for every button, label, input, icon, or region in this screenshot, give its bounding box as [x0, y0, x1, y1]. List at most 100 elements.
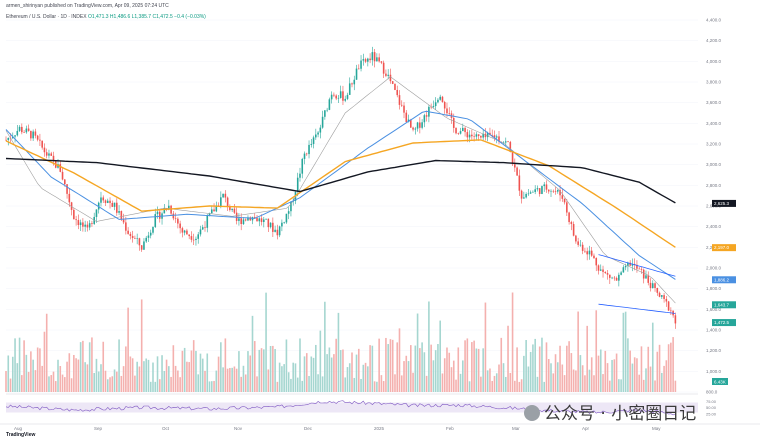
candle-body: [441, 96, 444, 103]
volume-bar: [281, 366, 283, 392]
volume-bar: [199, 353, 202, 392]
volume-bar: [514, 380, 516, 392]
volume-bar: [186, 361, 188, 392]
candle-body: [391, 81, 394, 84]
volume-bar: [197, 374, 200, 392]
candle-body: [328, 99, 331, 110]
candle-body: [400, 104, 403, 106]
volume-bar: [658, 344, 661, 392]
volume-bar: [161, 355, 163, 392]
candle-body: [624, 265, 627, 268]
candle-body: [382, 62, 385, 74]
volume-bar: [260, 348, 263, 392]
candle-body: [491, 134, 494, 136]
volume-bar: [511, 292, 514, 392]
volume-bar: [276, 381, 279, 392]
volume-bar: [353, 377, 356, 392]
candle-body: [647, 275, 650, 283]
volume-bar: [181, 350, 184, 392]
candle-body: [547, 189, 550, 192]
candle-body: [231, 208, 233, 211]
candle-body: [258, 218, 261, 222]
rsi-line: [5, 400, 676, 416]
price-axis-label: 2,400.0: [706, 224, 722, 229]
volume-bar: [382, 381, 385, 392]
time-axis-label: Oct: [162, 426, 170, 431]
candle-body: [197, 234, 200, 239]
volume-bar: [206, 353, 209, 392]
candle-body: [149, 232, 152, 236]
price-badge: [712, 301, 736, 309]
volume-bar: [18, 337, 21, 392]
candle-body: [342, 91, 344, 101]
volume-bar: [201, 358, 204, 392]
price-badge-label: 1,643.7: [714, 302, 730, 307]
candle-body: [118, 211, 120, 213]
candle-body: [129, 233, 132, 236]
candle-body: [321, 116, 324, 128]
price-badge-label: 2,625.3: [714, 201, 730, 206]
candle-body: [534, 189, 536, 192]
price-badge: [712, 244, 736, 252]
candle-body: [620, 272, 622, 275]
volume-bar: [324, 301, 326, 392]
volume-bar: [651, 322, 654, 392]
volume-bar: [335, 338, 337, 392]
candle-body: [430, 106, 432, 108]
candle-body: [645, 275, 647, 279]
volume-bar: [222, 367, 224, 392]
volume-bar: [647, 346, 650, 392]
candle-body: [520, 190, 523, 199]
volume-bar: [493, 375, 496, 392]
volume-bar: [482, 348, 484, 392]
volume-bar: [156, 356, 159, 392]
volume-bar: [294, 363, 297, 392]
volume-bar: [529, 351, 532, 392]
price-badge: [712, 319, 736, 327]
volume-bar: [663, 365, 665, 392]
candle-body: [405, 112, 408, 123]
candle-body: [523, 197, 525, 199]
volume-bar: [403, 361, 405, 392]
candle-body: [109, 200, 111, 203]
candle-body: [577, 241, 579, 245]
candle-body: [111, 202, 114, 207]
volume-bar: [378, 338, 380, 392]
volume-badge-label: 6.43K: [714, 380, 726, 385]
volume-bar: [405, 355, 408, 392]
time-axis-label: Apr: [582, 426, 590, 431]
volume-bar: [394, 374, 396, 392]
candle-body: [61, 171, 64, 180]
candle-body: [253, 217, 256, 219]
volume-bar: [192, 340, 195, 392]
candle-body: [260, 218, 263, 222]
tradingview-logo[interactable]: TradingView: [6, 432, 36, 438]
publisher-line: armen_shirinyan published on TradingView…: [6, 3, 169, 9]
volume-bar: [525, 340, 527, 392]
candle-body: [265, 218, 267, 220]
price-badge-label: 1,886.2: [714, 277, 730, 282]
volume-bar: [532, 344, 534, 392]
volume-bar: [466, 338, 469, 392]
price-axis-label: 1,400.0: [706, 328, 722, 333]
volume-bar: [125, 346, 127, 392]
candle-body: [380, 61, 383, 63]
candle-body: [296, 177, 299, 192]
ma200-line: [5, 157, 676, 204]
candle-body: [152, 226, 154, 233]
volume-bar: [572, 369, 575, 392]
candle-body: [514, 164, 516, 168]
volume-bar: [667, 344, 670, 392]
candle-body: [473, 136, 475, 137]
volume-bar: [613, 359, 616, 392]
volume-bar: [430, 344, 432, 392]
candle-body: [658, 292, 661, 297]
volume-bar: [656, 351, 659, 392]
candle-body: [525, 193, 527, 198]
volume-bar: [190, 350, 193, 392]
candle-body: [25, 128, 28, 133]
volume-bar: [367, 366, 369, 392]
volume-bar: [102, 341, 105, 392]
symbol-name[interactable]: Ethereum / U.S. Dollar · 1D · INDEX: [6, 14, 87, 20]
